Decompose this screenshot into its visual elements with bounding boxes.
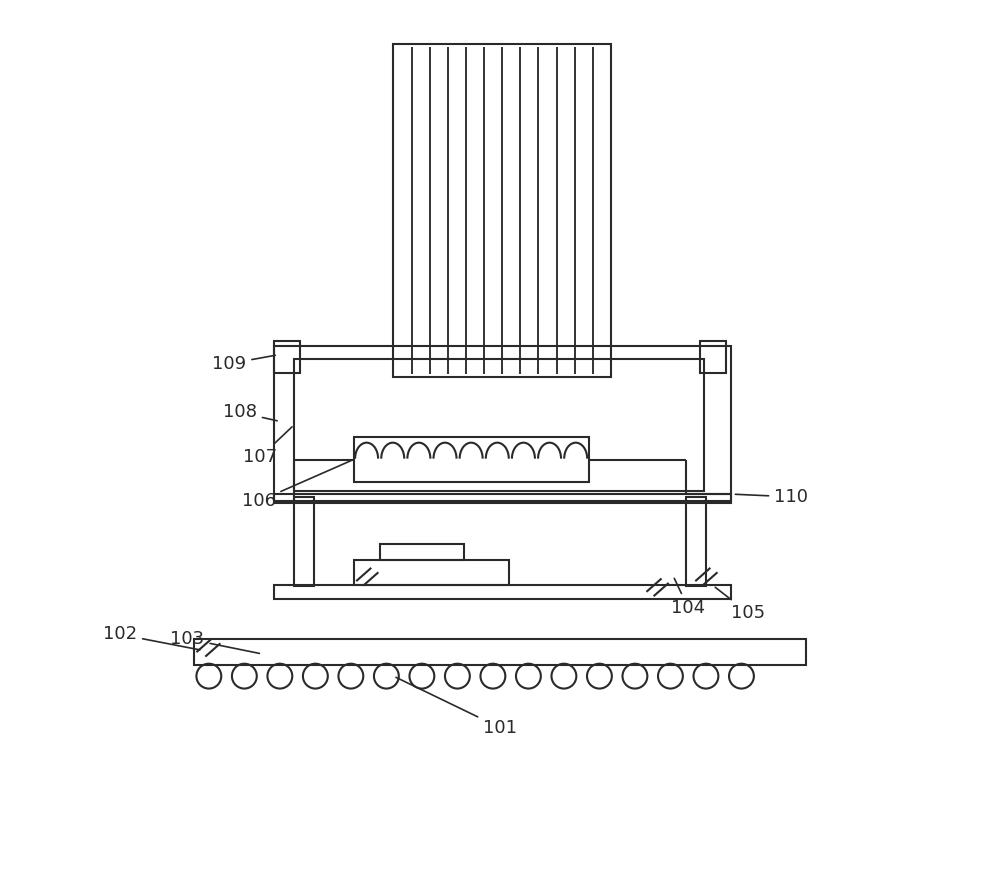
Text: 104: 104 xyxy=(671,578,705,616)
Text: 103: 103 xyxy=(170,630,259,653)
Text: 101: 101 xyxy=(396,677,517,737)
Text: 108: 108 xyxy=(223,403,277,421)
Bar xyxy=(700,341,726,373)
Bar xyxy=(686,496,706,586)
Text: 106: 106 xyxy=(242,461,351,510)
Bar xyxy=(194,639,806,666)
Bar xyxy=(354,437,589,482)
Text: 105: 105 xyxy=(715,587,766,622)
Bar xyxy=(274,585,731,599)
Bar xyxy=(274,495,731,503)
Bar xyxy=(393,44,611,377)
Bar xyxy=(294,496,314,586)
Bar xyxy=(380,544,464,560)
Text: 102: 102 xyxy=(103,625,200,650)
Bar xyxy=(274,341,300,373)
Bar xyxy=(274,346,731,501)
Text: 107: 107 xyxy=(243,426,292,466)
Bar xyxy=(354,560,509,585)
Text: 109: 109 xyxy=(212,355,275,373)
Bar xyxy=(294,359,704,491)
Text: 110: 110 xyxy=(735,487,808,506)
